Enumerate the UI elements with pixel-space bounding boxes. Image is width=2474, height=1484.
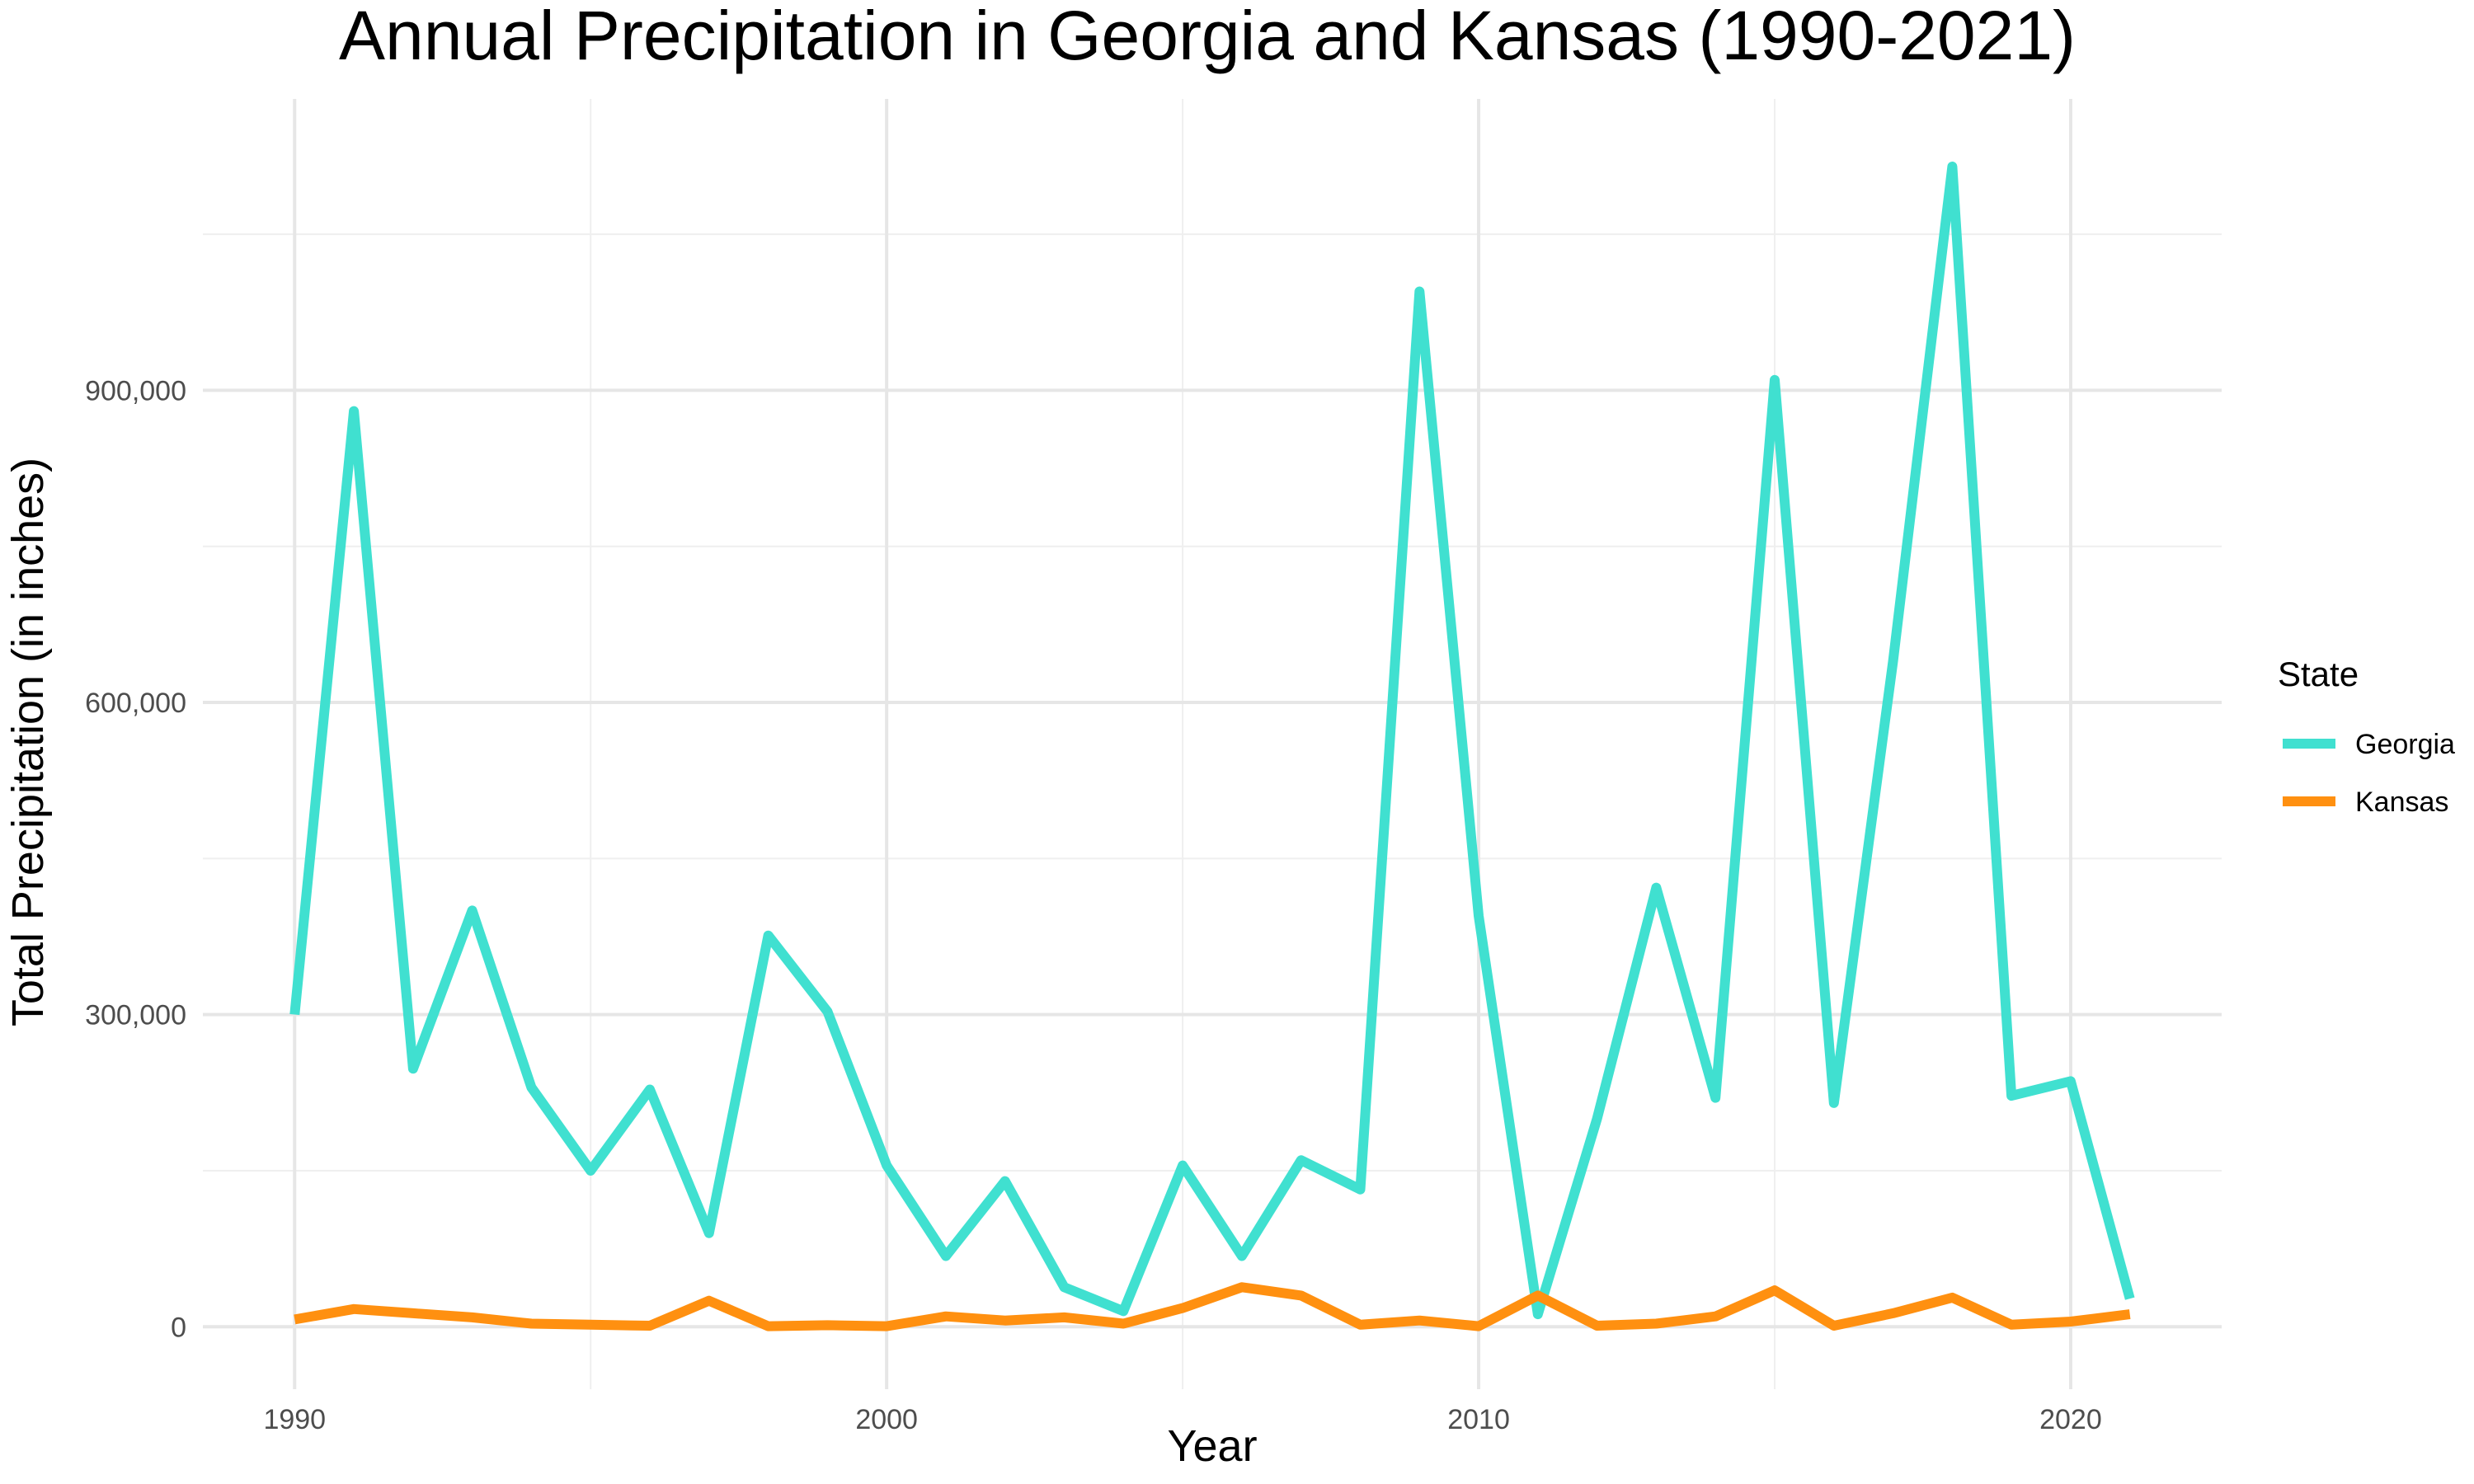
x-tick-label: 2000 [855, 1404, 918, 1435]
y-tick-label: 600,000 [85, 688, 186, 719]
legend-title: State [2278, 655, 2359, 693]
y-tick-label: 900,000 [85, 375, 186, 406]
grid [203, 99, 2222, 1389]
series-line-kansas [294, 1282, 2131, 1331]
series-line-georgia [289, 162, 2135, 1320]
x-tick-label: 2020 [2039, 1404, 2102, 1435]
x-axis-title: Year [1167, 1421, 1257, 1471]
tick-labels: 1990 2000 2010 2020 0 300,000 600,000 900,000 [85, 375, 2102, 1435]
y-axis-title: Total Precipitation (in inches) [3, 458, 53, 1026]
legend-label-georgia: Georgia [2355, 729, 2455, 760]
series-lines [289, 162, 2135, 1331]
legend-label-kansas: Kansas [2355, 787, 2448, 818]
chart-title: Annual Precipitation in Georgia and Kans… [339, 0, 2076, 74]
y-tick-label: 0 [171, 1312, 186, 1343]
legend: State Georgia Kansas [2278, 655, 2455, 818]
x-tick-label: 2010 [1447, 1404, 1510, 1435]
x-tick-label: 1990 [263, 1404, 326, 1435]
y-tick-label: 300,000 [85, 1000, 186, 1031]
